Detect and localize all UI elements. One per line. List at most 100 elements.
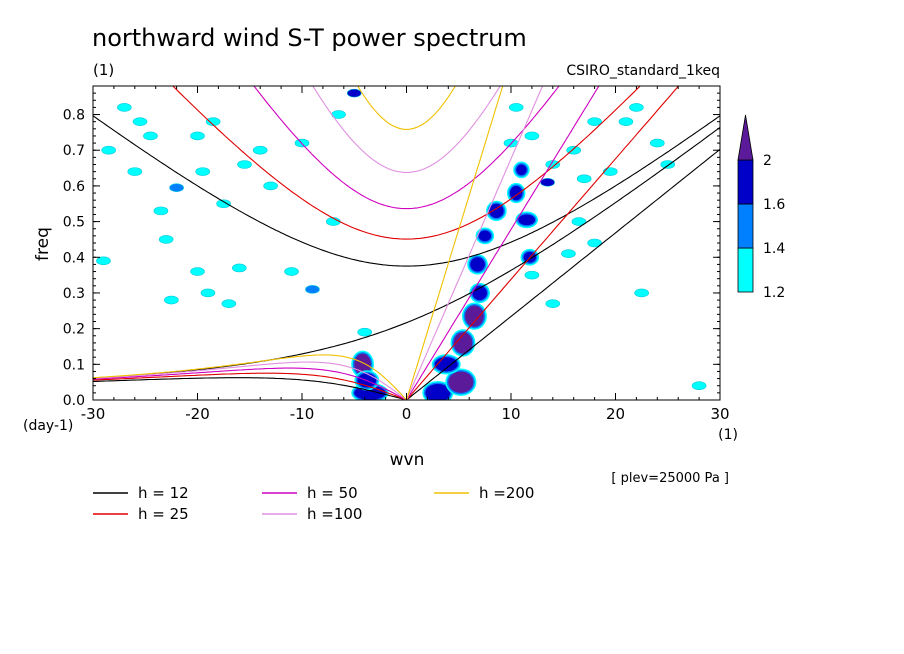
power-patch <box>602 167 618 176</box>
colorbar-arrow <box>737 114 754 161</box>
y-tick-label: 0.3 <box>63 286 85 302</box>
power-patch <box>190 131 205 141</box>
y-tick-label: 0.6 <box>63 179 85 195</box>
power-patch <box>540 178 555 187</box>
power-band-core <box>518 214 536 226</box>
power-patch <box>524 270 540 280</box>
power-patch <box>153 206 169 216</box>
power-patch <box>127 167 143 176</box>
power-patch <box>545 299 561 308</box>
dispersion-curve-25 <box>406 86 680 400</box>
dispersion-curves <box>93 86 720 400</box>
colorbar-label: 1.6 <box>763 197 785 213</box>
y-tick-label: 0.1 <box>63 357 85 373</box>
y-axis-label: freq <box>33 227 53 261</box>
level-note: [ plev=25000 Pa ] <box>611 471 729 486</box>
power-patch <box>221 299 237 308</box>
colorbar-box <box>737 203 754 249</box>
power-patch <box>158 235 174 244</box>
colorbar-box <box>737 247 754 293</box>
power-patch <box>117 103 132 112</box>
legend-label: h =200 <box>479 484 534 502</box>
power-patch <box>357 327 373 337</box>
power-band-core <box>453 332 473 354</box>
dispersion-curve-100 <box>405 86 544 400</box>
dispersion-curve-200 <box>357 86 456 130</box>
power-patch <box>169 183 184 192</box>
colorbar-box <box>737 159 754 205</box>
x-tick-label: -20 <box>185 405 210 423</box>
power-patch <box>205 117 221 126</box>
chart-run-label: CSIRO_standard_1keq <box>566 63 720 79</box>
colorbar-label: 1.2 <box>763 285 785 301</box>
power-band-core <box>489 203 504 219</box>
dispersion-curve-12 <box>93 126 720 379</box>
x-tick-label: -30 <box>81 405 106 423</box>
y-tick-label: 0.8 <box>63 108 85 124</box>
dispersion-curve-12 <box>406 148 720 400</box>
power-band-core <box>448 371 474 393</box>
power-patch <box>618 117 634 126</box>
power-patch <box>200 288 216 298</box>
y-tick-label: 0.7 <box>63 143 85 159</box>
power-patch <box>96 256 111 266</box>
dispersion-curve-50 <box>253 86 560 210</box>
x-tick-label: 20 <box>606 405 625 423</box>
power-band-core <box>465 305 484 327</box>
x-tick-label: -10 <box>290 405 315 423</box>
power-patch <box>252 145 268 155</box>
power-patch <box>216 199 231 209</box>
x-tick-label: 0 <box>402 405 412 423</box>
power-band-core <box>472 285 487 301</box>
y-tick-label: 0.2 <box>63 322 85 338</box>
power-patch <box>190 267 205 276</box>
power-patch <box>587 117 602 126</box>
y-tick-label: 0.0 <box>63 393 85 409</box>
power-patch <box>649 138 665 148</box>
power-patch <box>284 267 299 276</box>
legend-label: h = 12 <box>138 484 189 502</box>
power-patch <box>629 103 644 112</box>
power-patch <box>305 285 320 294</box>
power-band-core <box>425 383 451 400</box>
power-patch <box>164 295 179 305</box>
y-tick-label: 0.5 <box>63 215 85 231</box>
power-patch <box>143 131 158 141</box>
x-axis-label: wvn <box>390 450 425 470</box>
dispersion-curve-100 <box>312 86 501 173</box>
dispersion-curve-25 <box>172 86 641 240</box>
power-contours <box>96 88 707 400</box>
x-axis-unit: (1) <box>718 427 738 443</box>
x-tick-label: 30 <box>710 405 729 423</box>
power-band-core <box>478 230 492 242</box>
power-patch <box>346 88 362 98</box>
dispersion-curve-100 <box>93 361 407 400</box>
power-patch <box>571 217 587 226</box>
power-band-core <box>516 164 527 176</box>
plot-frame <box>92 85 721 401</box>
dispersion-curve-25 <box>93 372 407 400</box>
power-patch <box>263 181 278 191</box>
x-tick-label: 10 <box>501 405 520 423</box>
axis-ticks: -30 -20 -10 0 10 20 30 0.0 0.1 0.2 0.3 0.4 0.5 0.6 0.7… <box>63 86 730 423</box>
y-axis-unit: (day-1) <box>23 418 73 434</box>
power-patch <box>634 288 649 298</box>
power-patch <box>691 381 707 391</box>
power-band-core <box>470 257 485 272</box>
power-patch <box>576 174 592 184</box>
dispersion-curve-200 <box>405 86 504 400</box>
y-tick-label: 0.4 <box>63 250 85 266</box>
power-patch <box>132 117 148 126</box>
colorbar-label: 2 <box>763 153 772 169</box>
legend-label: h =100 <box>307 505 362 523</box>
chart-unit-label: (1) <box>93 61 114 79</box>
legend: h = 12 h = 25 h = 50 h =100 h =200 <box>93 484 534 523</box>
power-patch <box>237 160 252 169</box>
chart-title: northward wind S-T power spectrum <box>92 24 527 52</box>
power-band-core <box>509 185 523 201</box>
colorbar-label: 1.4 <box>763 241 785 257</box>
power-patch <box>232 263 247 273</box>
power-patch <box>587 238 602 248</box>
dispersion-curve-200 <box>93 354 407 400</box>
power-patch <box>195 167 211 176</box>
